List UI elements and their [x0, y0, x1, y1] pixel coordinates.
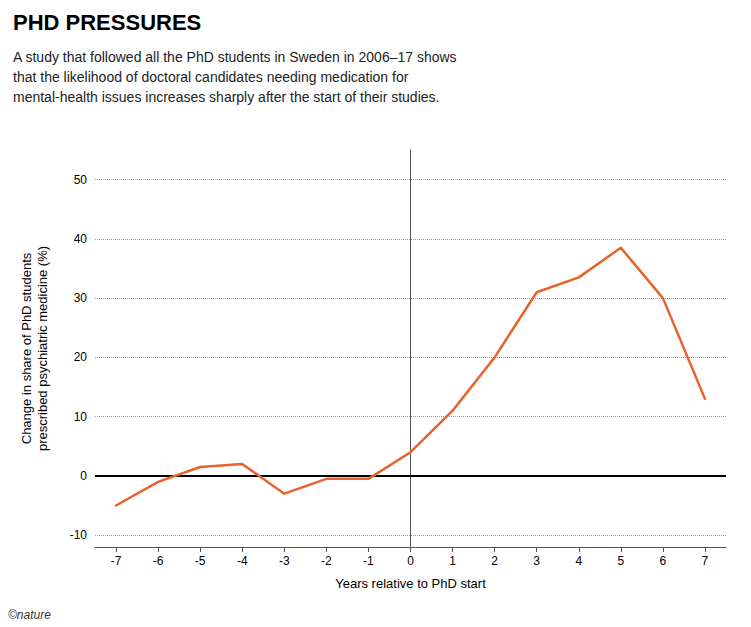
svg-text:that the likelihood of doctora: that the likelihood of doctoral candidat… — [13, 69, 409, 85]
svg-text:40: 40 — [74, 232, 88, 246]
svg-text:-6: -6 — [153, 554, 164, 568]
svg-text:-2: -2 — [321, 554, 332, 568]
svg-text:2: 2 — [491, 554, 498, 568]
svg-text:10: 10 — [74, 410, 88, 424]
svg-text:3: 3 — [533, 554, 540, 568]
svg-text:Years relative to PhD start: Years relative to PhD start — [335, 576, 486, 591]
svg-text:20: 20 — [74, 350, 88, 364]
svg-text:prescribed psychiatric medicin: prescribed psychiatric medicine (%) — [35, 246, 50, 451]
svg-text:0: 0 — [407, 554, 414, 568]
svg-text:1: 1 — [449, 554, 456, 568]
svg-text:6: 6 — [660, 554, 667, 568]
svg-text:-4: -4 — [237, 554, 248, 568]
svg-text:-7: -7 — [111, 554, 122, 568]
svg-text:30: 30 — [74, 291, 88, 305]
svg-text:5: 5 — [617, 554, 624, 568]
svg-text:mental-health issues increases: mental-health issues increases sharply a… — [13, 89, 439, 105]
svg-text:Change in share of PhD student: Change in share of PhD students — [19, 252, 34, 444]
svg-text:PHD PRESSURES: PHD PRESSURES — [13, 10, 201, 35]
svg-text:7: 7 — [702, 554, 709, 568]
svg-text:4: 4 — [575, 554, 582, 568]
svg-text:-3: -3 — [279, 554, 290, 568]
svg-text:A study that followed all the: A study that followed all the PhD studen… — [13, 49, 457, 65]
svg-text:-1: -1 — [363, 554, 374, 568]
svg-text:0: 0 — [80, 469, 87, 483]
svg-text:50: 50 — [74, 173, 88, 187]
svg-text:©nature: ©nature — [8, 608, 51, 622]
svg-text:-5: -5 — [195, 554, 206, 568]
svg-text:-10: -10 — [70, 528, 88, 542]
